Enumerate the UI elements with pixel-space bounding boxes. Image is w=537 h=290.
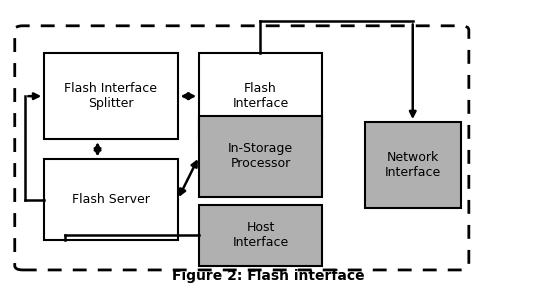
Text: Figure 2: Flash interface: Figure 2: Flash interface xyxy=(172,269,365,283)
FancyBboxPatch shape xyxy=(44,160,178,240)
FancyBboxPatch shape xyxy=(199,116,322,197)
FancyBboxPatch shape xyxy=(365,122,461,208)
Text: In-Storage
Processor: In-Storage Processor xyxy=(228,142,293,171)
FancyBboxPatch shape xyxy=(199,205,322,266)
FancyBboxPatch shape xyxy=(44,53,178,139)
Text: Flash
Interface: Flash Interface xyxy=(233,82,288,110)
Text: Flash Interface
Splitter: Flash Interface Splitter xyxy=(64,82,157,110)
Text: Flash Server: Flash Server xyxy=(72,193,150,206)
FancyBboxPatch shape xyxy=(199,53,322,139)
Text: Network
Interface: Network Interface xyxy=(384,151,441,179)
Text: Host
Interface: Host Interface xyxy=(233,222,288,249)
FancyBboxPatch shape xyxy=(14,26,469,270)
